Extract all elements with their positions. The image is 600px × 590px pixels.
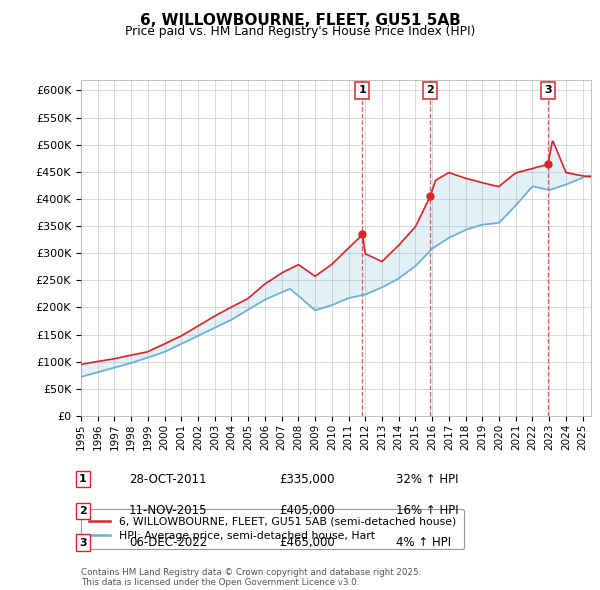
- Text: 1: 1: [79, 474, 86, 484]
- Text: 6, WILLOWBOURNE, FLEET, GU51 5AB: 6, WILLOWBOURNE, FLEET, GU51 5AB: [140, 13, 460, 28]
- Text: 3: 3: [79, 538, 86, 548]
- Text: £465,000: £465,000: [279, 536, 335, 549]
- Text: £405,000: £405,000: [279, 504, 335, 517]
- Text: 3: 3: [544, 86, 551, 96]
- Text: 1: 1: [359, 86, 366, 96]
- Text: Price paid vs. HM Land Registry's House Price Index (HPI): Price paid vs. HM Land Registry's House …: [125, 25, 475, 38]
- Legend: 6, WILLOWBOURNE, FLEET, GU51 5AB (semi-detached house), HPI: Average price, semi: 6, WILLOWBOURNE, FLEET, GU51 5AB (semi-d…: [81, 509, 464, 549]
- Text: 11-NOV-2015: 11-NOV-2015: [129, 504, 208, 517]
- Text: 06-DEC-2022: 06-DEC-2022: [129, 536, 207, 549]
- Text: 32% ↑ HPI: 32% ↑ HPI: [396, 473, 458, 486]
- Text: 4% ↑ HPI: 4% ↑ HPI: [396, 536, 451, 549]
- Text: 16% ↑ HPI: 16% ↑ HPI: [396, 504, 458, 517]
- Text: 2: 2: [426, 86, 434, 96]
- Text: Contains HM Land Registry data © Crown copyright and database right 2025.
This d: Contains HM Land Registry data © Crown c…: [81, 568, 421, 587]
- Text: £335,000: £335,000: [279, 473, 335, 486]
- Text: 28-OCT-2011: 28-OCT-2011: [129, 473, 206, 486]
- Text: 2: 2: [79, 506, 86, 516]
